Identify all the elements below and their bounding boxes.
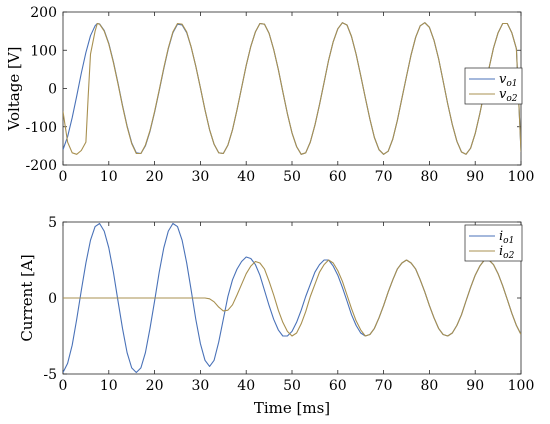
x-tick-label: 40: [237, 378, 255, 394]
legend-entry-vo2: vo2: [499, 87, 518, 104]
x-tick-label: 20: [146, 378, 164, 394]
x-tick-label: 10: [100, 169, 118, 185]
x-tick-label: 70: [375, 378, 393, 394]
legend-entry-io1: io1: [499, 229, 514, 246]
y-tick-label: 5: [48, 215, 57, 231]
series-line-vo2: [63, 22, 521, 155]
x-tick-label: 100: [508, 378, 535, 394]
legend-entry-vo1: vo1: [499, 72, 518, 89]
x-tick-label: 10: [100, 378, 118, 394]
x-tick-label: 80: [420, 378, 438, 394]
y-tick-label: -100: [26, 120, 57, 136]
series-line-io2: [63, 259, 521, 337]
x-axis-label: Time [ms]: [254, 399, 330, 417]
x-tick-label: 80: [420, 169, 438, 185]
x-tick-label: 60: [329, 169, 347, 185]
y-tick-label: 100: [30, 43, 57, 59]
x-tick-label: 90: [466, 378, 484, 394]
y-tick-label: 200: [30, 5, 57, 21]
x-tick-label: 50: [283, 378, 301, 394]
x-tick-label: 30: [191, 378, 209, 394]
y-tick-label: -5: [43, 367, 57, 383]
x-tick-label: 90: [466, 169, 484, 185]
x-tick-label: 30: [191, 169, 209, 185]
y-axis-label: Voltage [V]: [5, 46, 23, 131]
x-tick-label: 50: [283, 169, 301, 185]
x-tick-label: 100: [508, 169, 535, 185]
x-tick-label: 70: [375, 169, 393, 185]
legend-box: [464, 67, 523, 105]
x-tick-label: 40: [237, 169, 255, 185]
y-tick-label: 0: [48, 82, 57, 98]
legend-entry-io2: io2: [499, 244, 515, 261]
legend-box: [464, 224, 523, 262]
x-tick-label: 0: [59, 378, 68, 394]
x-tick-label: 0: [59, 169, 68, 185]
x-tick-label: 20: [146, 169, 164, 185]
y-tick-label: -200: [26, 158, 57, 174]
y-tick-label: 0: [48, 291, 57, 307]
y-axis-label: Current [A]: [18, 254, 36, 341]
x-tick-label: 60: [329, 378, 347, 394]
voltage-panel: 0 10 20 30 40 50 60 70 80 90 100 200 100 0 -100 -200 Vol…: [5, 5, 534, 185]
